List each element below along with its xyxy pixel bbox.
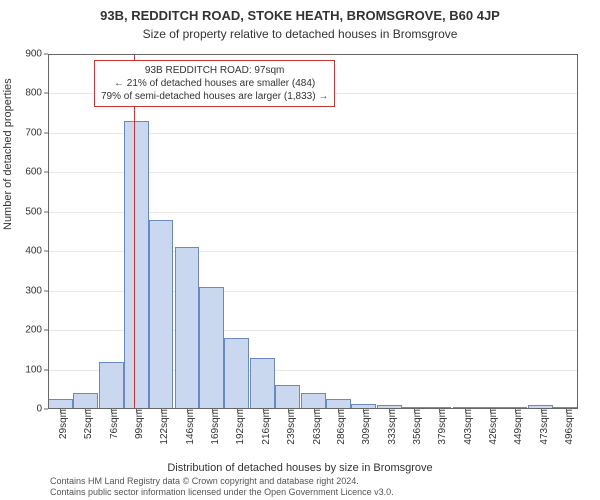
x-tick-label: 122sqm (157, 409, 170, 445)
x-tick-label: 356sqm (410, 409, 423, 445)
x-tick-mark (515, 409, 516, 413)
x-tick-mark (212, 409, 213, 413)
x-tick-label: 76sqm (107, 409, 120, 439)
x-tick-label: 286sqm (334, 409, 347, 445)
x-tick-mark (60, 409, 61, 413)
x-tick-mark (389, 409, 390, 413)
x-tick-label: 403sqm (461, 409, 474, 445)
x-tick-label: 192sqm (233, 409, 246, 445)
chart-title-sub: Size of property relative to detached ho… (0, 23, 600, 41)
x-tick-mark (439, 409, 440, 413)
x-tick-label: 426sqm (486, 409, 499, 445)
x-tick-label: 496sqm (562, 409, 575, 445)
x-tick-mark (288, 409, 289, 413)
x-tick-label: 379sqm (435, 409, 448, 445)
x-tick-label: 29sqm (56, 409, 69, 439)
x-tick-label: 216sqm (259, 409, 272, 445)
x-tick-mark (136, 409, 137, 413)
x-tick-mark (566, 409, 567, 413)
x-tick-mark (187, 409, 188, 413)
x-tick-mark (314, 409, 315, 413)
chart-plot-area: 010020030040050060070080090029sqm52sqm76… (48, 54, 578, 409)
x-tick-mark (490, 409, 491, 413)
x-tick-mark (237, 409, 238, 413)
x-tick-mark (363, 409, 364, 413)
x-tick-label: 263sqm (310, 409, 323, 445)
x-tick-mark (85, 409, 86, 413)
x-tick-label: 309sqm (359, 409, 372, 445)
x-tick-label: 99sqm (132, 409, 145, 439)
x-tick-mark (161, 409, 162, 413)
chart-footer: Contains HM Land Registry data © Crown c… (50, 476, 394, 498)
x-tick-label: 52sqm (81, 409, 94, 439)
plot-frame (48, 54, 578, 409)
x-tick-label: 473sqm (537, 409, 550, 445)
footer-line-1: Contains HM Land Registry data © Crown c… (50, 476, 394, 487)
x-tick-mark (541, 409, 542, 413)
x-tick-mark (111, 409, 112, 413)
x-tick-mark (263, 409, 264, 413)
y-axis-label: Number of detached properties (2, 78, 14, 230)
x-tick-mark (414, 409, 415, 413)
x-tick-label: 146sqm (183, 409, 196, 445)
x-tick-label: 169sqm (208, 409, 221, 445)
x-tick-mark (465, 409, 466, 413)
chart-title-main: 93B, REDDITCH ROAD, STOKE HEATH, BROMSGR… (0, 0, 600, 23)
x-axis-label: Distribution of detached houses by size … (0, 462, 600, 474)
x-tick-mark (338, 409, 339, 413)
footer-line-2: Contains public sector information licen… (50, 487, 394, 498)
x-tick-label: 239sqm (284, 409, 297, 445)
x-tick-label: 333sqm (385, 409, 398, 445)
x-tick-label: 449sqm (511, 409, 524, 445)
